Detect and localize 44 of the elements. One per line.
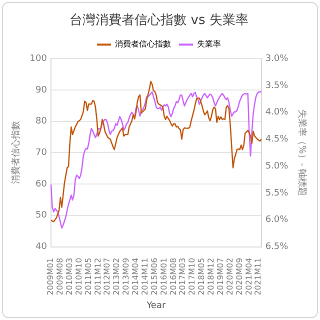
x-tick-label: 2010M03: [64, 258, 74, 296]
x-axis-title: Year: [146, 300, 166, 311]
y2-axis-title: 失業率（%）- 軸標題: [296, 109, 308, 196]
y-tick-label: 80: [36, 116, 48, 127]
x-tick-label: 2013M09: [122, 258, 131, 296]
y2-tick-label: 3.5%: [265, 80, 289, 91]
x-tick-label: 2010M10: [74, 258, 84, 296]
x-tick-label: 2009M08: [55, 258, 64, 296]
x-tick-label: 2016M01: [159, 258, 168, 296]
x-tick-label: 2018M05: [197, 258, 206, 296]
y-tick-label: 40: [36, 242, 48, 252]
y-tick-label: 70: [36, 148, 48, 158]
x-tick-label: 2011M05: [84, 258, 93, 296]
y-tick-label: 100: [30, 54, 48, 64]
y-tick-label: 50: [36, 210, 48, 221]
x-tick-label: 2011M12: [93, 258, 102, 296]
chart-title: 台灣消費者信心指數 vs 失業率: [70, 12, 248, 28]
y2-tick-label: 6.5%: [265, 242, 289, 252]
y2-tick-label: 4.0%: [265, 108, 289, 118]
y2-tick-label: 3.0%: [265, 54, 289, 64]
y-axis-title: 消費者信心指數: [10, 121, 22, 184]
x-tick-label: 2021M04: [244, 258, 254, 296]
x-tick-label: 2009M01: [46, 258, 56, 296]
x-tick-label: 2020M09: [234, 258, 244, 296]
x-tick-label: 2021M11: [254, 258, 263, 296]
x-tick-label: 2014M04: [131, 258, 140, 296]
legend-label: 消費者信心指數: [115, 40, 171, 49]
x-tick-label: 2017M03: [178, 258, 188, 296]
legend-label: 失業率: [197, 40, 221, 49]
y2-tick-label: 5.5%: [265, 188, 289, 198]
x-tick-label: 2016M08: [168, 258, 178, 296]
x-tick-label: 2018M12: [206, 258, 216, 296]
y-tick-label: 90: [36, 85, 48, 96]
x-tick-label: 2012M07: [102, 258, 112, 296]
y-tick-label: 60: [36, 179, 48, 190]
x-tick-label: 2014M11: [140, 258, 150, 296]
x-tick-label: 2020M02: [225, 258, 234, 296]
x-tick-label: 2017M10: [188, 258, 197, 296]
y2-tick-label: 6.0%: [265, 215, 289, 226]
x-tick-label: 2019M07: [216, 258, 225, 296]
x-tick-label: 2013M02: [112, 258, 122, 296]
y2-tick-label: 4.5%: [265, 134, 289, 145]
y2-tick-label: 5.0%: [265, 161, 289, 172]
x-tick-label: 2015M06: [150, 258, 159, 296]
